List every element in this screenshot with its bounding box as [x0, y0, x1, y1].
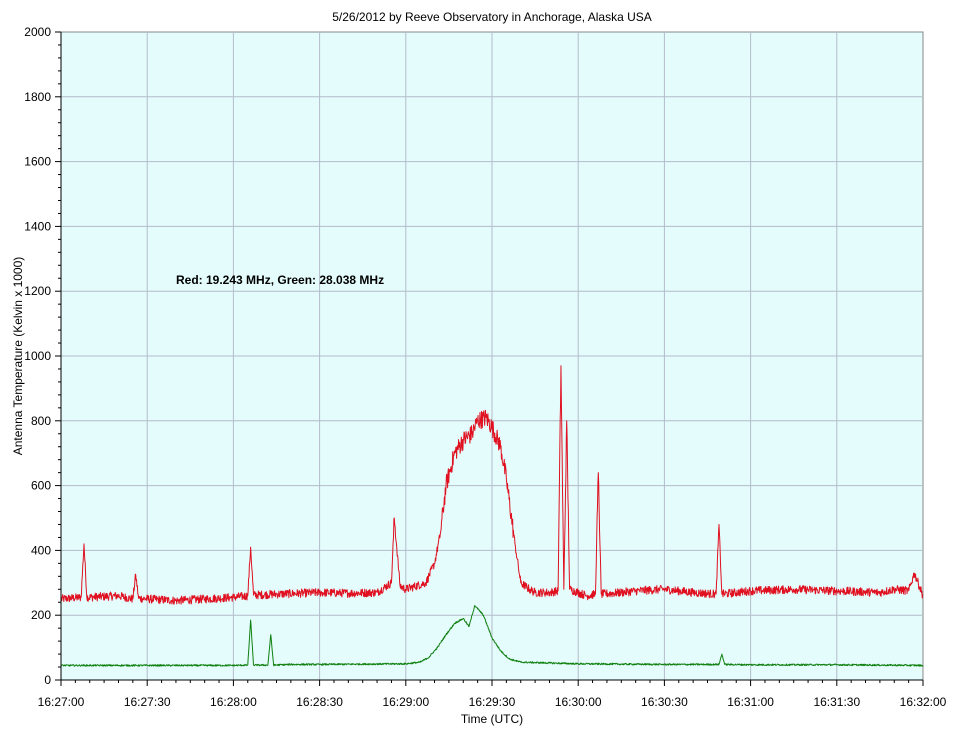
x-tick-label: 16:28:30: [296, 695, 343, 709]
grid: [61, 32, 923, 680]
x-tick-label: 16:30:30: [641, 695, 688, 709]
y-tick-label: 1000: [24, 349, 51, 363]
y-axis-title: Antenna Temperature (Kelvin x 1000): [11, 257, 25, 456]
axes: [55, 31, 924, 686]
series-layer: [60, 365, 924, 667]
tick-labels: 16:27:00 16:27:30 16:28:00 16:28:30 16:29:00…: [24, 25, 946, 709]
y-tick-label: 2000: [24, 25, 51, 39]
x-tick-label: 16:29:00: [382, 695, 429, 709]
y-tick-label: 400: [31, 543, 51, 557]
x-tick-label: 16:31:30: [813, 695, 860, 709]
x-tick-label: 16:27:30: [124, 695, 171, 709]
y-tick-label: 1200: [24, 284, 51, 298]
y-tick-label: 1800: [24, 90, 51, 104]
x-tick-label: 16:29:30: [469, 695, 516, 709]
series-red-line: [60, 365, 924, 605]
x-tick-label: 16:27:00: [38, 695, 85, 709]
y-tick-label: 0: [44, 673, 51, 687]
y-tick-label: 200: [31, 608, 51, 622]
x-tick-label: 16:28:00: [210, 695, 257, 709]
y-tick-label: 800: [31, 414, 51, 428]
chart-title: 5/26/2012 by Reeve Observatory in Anchor…: [332, 10, 652, 24]
y-tick-label: 1400: [24, 219, 51, 233]
x-tick-label: 16:30:00: [555, 695, 602, 709]
series-annotation: Red: 19.243 MHz, Green: 28.038 MHz: [176, 273, 384, 287]
x-tick-label: 16:31:00: [727, 695, 774, 709]
y-tick-label: 600: [31, 479, 51, 493]
x-tick-label: 16:32:00: [900, 695, 947, 709]
x-axis-title: Time (UTC): [461, 712, 523, 726]
series-green-line: [60, 604, 924, 667]
y-tick-label: 1600: [24, 155, 51, 169]
